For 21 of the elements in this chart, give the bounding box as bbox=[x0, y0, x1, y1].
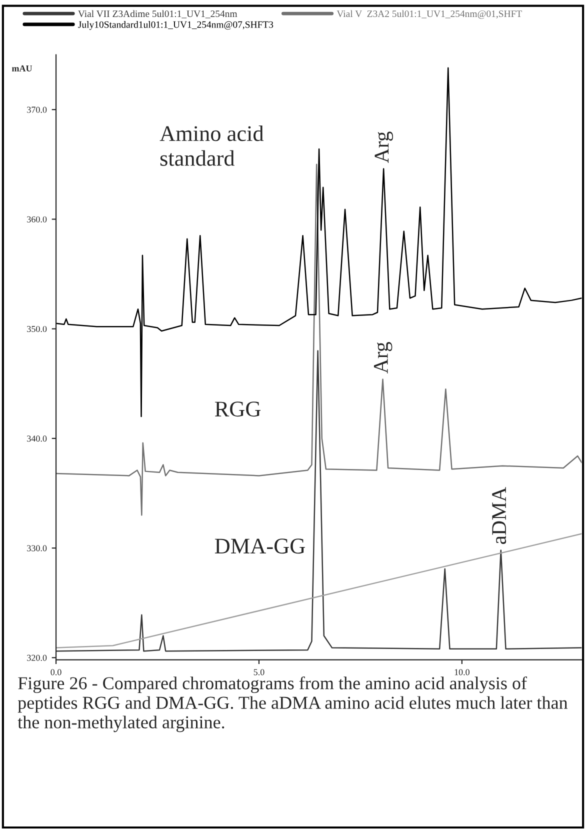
y-tick-label: 330.0 bbox=[27, 545, 47, 552]
text: Vial VII Z3Adime 5ul01:1_UV1_254nm bbox=[78, 10, 238, 18]
annotation: Arg bbox=[374, 342, 392, 374]
y-tick-label: 360.0 bbox=[27, 216, 47, 222]
annotation: RGG bbox=[214, 402, 261, 417]
annotation: DMA-GG bbox=[214, 538, 305, 554]
line-series bbox=[56, 67, 582, 418]
annotation: Amino acid standard bbox=[160, 125, 264, 166]
text: Vial V Z3A2 5ul01:1_UV1_254nm@01,SHFT bbox=[336, 10, 522, 19]
annotation: Arg bbox=[374, 132, 394, 164]
y-tick-label: 320.0 bbox=[27, 654, 47, 661]
y-axis-title: mAU bbox=[12, 65, 32, 72]
text: July10Standard1ul01:1_UV1_254nm@07,SHFT3 bbox=[78, 21, 274, 30]
x-tick-label: 5.0 bbox=[254, 669, 264, 676]
annotation: aDMA bbox=[492, 486, 506, 544]
caption: Figure 26 - Compared chromatograms from the amino acid analysis of peptides RGG and DMA-GG. The aDMA amino acid elutes much later than the non-methylated arginine. bbox=[18, 676, 568, 732]
x-tick-label: 0.0 bbox=[50, 669, 62, 676]
y-tick-label: 340.0 bbox=[27, 436, 47, 442]
x-tick-label: 10.0 bbox=[454, 669, 470, 676]
y-tick-label: 350.0 bbox=[27, 326, 47, 332]
y-tick-label: 370.0 bbox=[27, 106, 47, 113]
